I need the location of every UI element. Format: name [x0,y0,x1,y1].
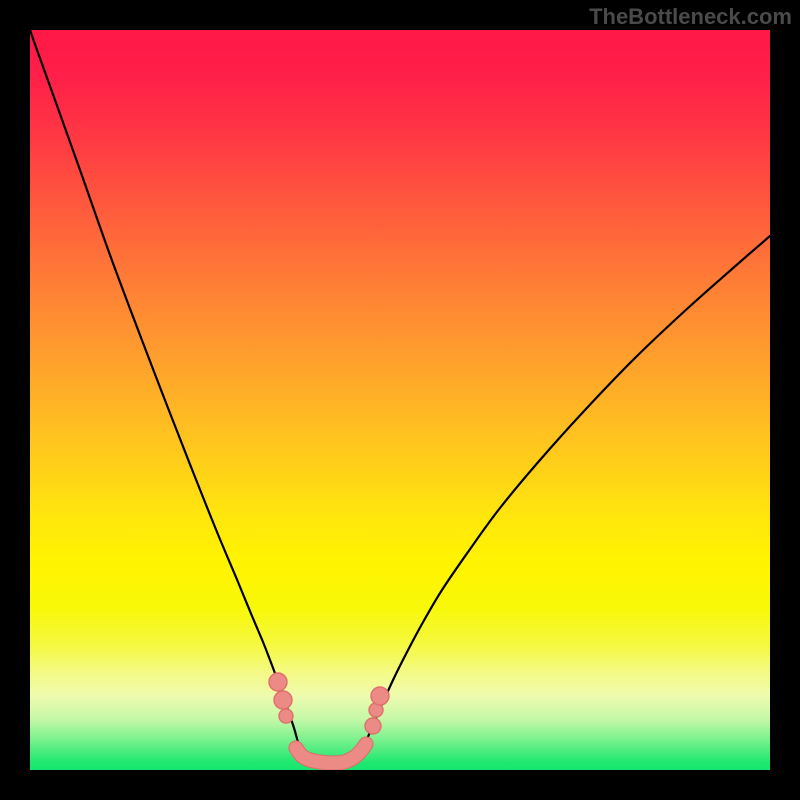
left-marker-2 [279,709,293,723]
chart-container: TheBottleneck.com [0,0,800,800]
left-marker-1 [274,691,292,709]
bottleneck-chart [0,0,800,800]
right-marker-2 [371,687,389,705]
watermark-label: TheBottleneck.com [589,4,792,30]
right-marker-1 [365,718,381,734]
left-marker-0 [269,673,287,691]
